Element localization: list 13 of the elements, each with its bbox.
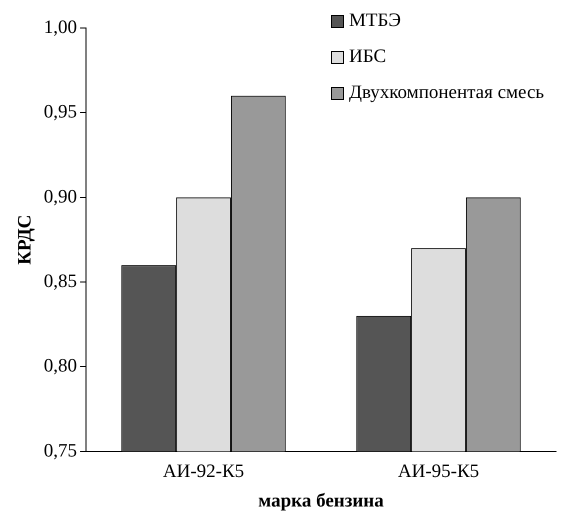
x-axis-title: марка бензина <box>258 490 384 512</box>
x-tick-label: АИ-95-К5 <box>398 460 480 482</box>
legend-label: МТБЭ <box>349 10 401 32</box>
y-tick-label: 1,00 <box>44 16 78 38</box>
y-tick-label: 0,90 <box>44 186 78 208</box>
y-tick-label: 0,95 <box>44 102 78 123</box>
y-axis-title: КРДС <box>14 214 36 265</box>
y-tick-label: 0,80 <box>44 356 78 377</box>
y-tick-label: 0,85 <box>44 271 78 292</box>
x-tick-label: АИ-92-К5 <box>162 460 244 482</box>
legend-label: Двухкомпонентая смесь <box>349 82 544 104</box>
y-tick-label: 0,75 <box>44 440 78 462</box>
legend-label: ИБС <box>349 46 386 68</box>
